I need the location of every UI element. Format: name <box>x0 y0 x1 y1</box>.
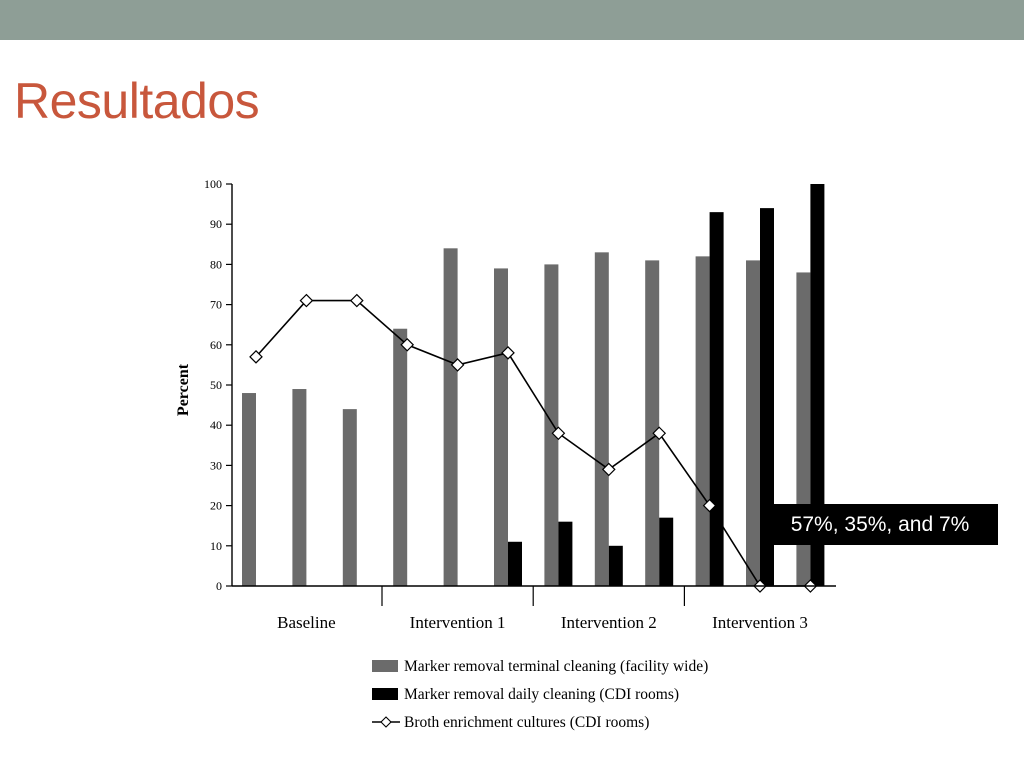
slide-title: Resultados <box>14 73 260 129</box>
x-group-label: Intervention 2 <box>561 613 657 632</box>
callout-box: 57%, 35%, and 7% <box>762 504 998 545</box>
daily-cleaning-bar <box>709 212 724 586</box>
y-tick-label: 0 <box>216 579 222 593</box>
legend: Marker removal terminal cleaning (facili… <box>372 658 708 731</box>
terminal-cleaning-bar <box>544 264 559 586</box>
terminal-cleaning-bar <box>645 260 660 586</box>
x-group-label: Baseline <box>277 613 336 632</box>
y-tick-label: 100 <box>204 177 222 191</box>
daily-cleaning-bar <box>508 541 522 586</box>
y-tick-label: 60 <box>210 338 222 352</box>
terminal-cleaning-bar <box>695 256 710 586</box>
bars <box>242 184 825 586</box>
x-axis: Baseline Intervention 1 Intervention 2 Inte… <box>232 585 836 632</box>
y-tick-label: 40 <box>210 418 222 432</box>
daily-cleaning-bar <box>558 521 573 586</box>
daily-cleaning-bar <box>659 517 674 586</box>
broth-point <box>450 358 465 372</box>
terminal-cleaning-bar <box>443 248 458 586</box>
broth-point <box>601 462 616 477</box>
broth-point <box>299 293 314 308</box>
y-tick-label: 20 <box>210 499 222 513</box>
broth-line <box>249 293 818 593</box>
y-axis: 0 10 20 30 40 50 60 70 80 90 100 <box>204 177 233 593</box>
y-tick-label: 80 <box>210 257 222 271</box>
terminal-cleaning-bar <box>292 389 307 586</box>
terminal-cleaning-bar <box>594 252 609 586</box>
top-band <box>0 0 1024 40</box>
legend-label: Marker removal terminal cleaning (facili… <box>404 658 708 675</box>
broth-point <box>702 498 717 513</box>
legend-swatch <box>372 660 398 672</box>
y-tick-label: 10 <box>210 539 222 553</box>
y-tick-label: 70 <box>210 298 222 312</box>
broth-point <box>501 345 515 360</box>
y-tick-label: 90 <box>210 217 222 231</box>
y-axis-label: Percent <box>175 363 192 416</box>
daily-cleaning-bar <box>810 184 825 586</box>
daily-cleaning-bar <box>608 545 623 586</box>
legend-swatch <box>372 688 398 700</box>
terminal-cleaning-bar <box>242 393 256 586</box>
terminal-cleaning-bar <box>746 260 760 586</box>
x-group-label: Intervention 3 <box>712 613 808 632</box>
daily-cleaning-bar <box>760 208 774 586</box>
y-tick-label: 30 <box>210 458 222 472</box>
broth-point <box>249 350 263 364</box>
legend-label: Broth enrichment cultures (CDI rooms) <box>404 714 649 731</box>
terminal-cleaning-bar <box>494 268 508 586</box>
x-group-label: Intervention 1 <box>410 613 506 632</box>
terminal-cleaning-bar <box>393 328 408 586</box>
y-tick-label: 50 <box>210 378 222 392</box>
broth-point <box>551 426 566 441</box>
broth-point <box>400 337 415 352</box>
broth-line-path <box>255 299 811 587</box>
broth-point <box>349 293 364 308</box>
legend-label: Marker removal daily cleaning (CDI rooms… <box>404 686 679 703</box>
broth-point <box>652 426 667 441</box>
legend-diamond <box>380 716 392 728</box>
terminal-cleaning-bar <box>342 409 357 586</box>
